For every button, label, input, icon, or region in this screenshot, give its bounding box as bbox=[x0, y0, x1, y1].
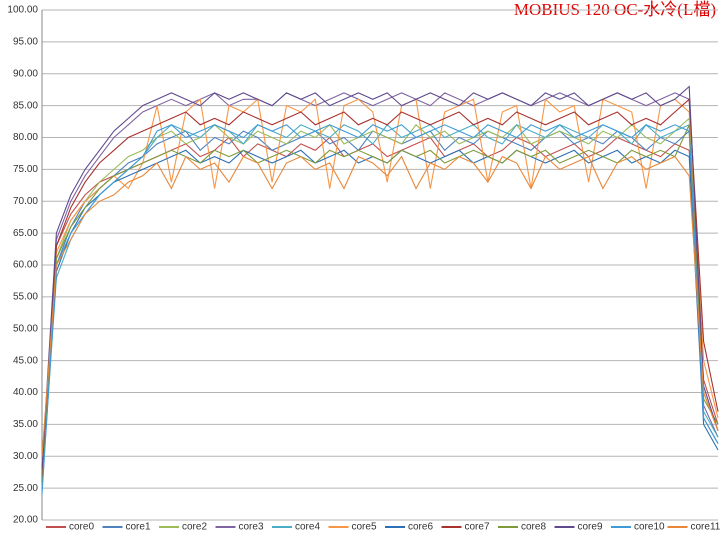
legend-label: core11 bbox=[691, 522, 720, 533]
y-tick-label: 55.00 bbox=[13, 292, 38, 303]
series-line bbox=[41, 124, 719, 489]
y-tick-label: 30.00 bbox=[13, 451, 38, 462]
legend-label: core1 bbox=[126, 522, 151, 533]
series-line bbox=[41, 98, 719, 482]
legend-label: core4 bbox=[295, 522, 320, 533]
y-tick-label: 70.00 bbox=[13, 196, 38, 207]
y-tick-label: 75.00 bbox=[13, 164, 38, 175]
y-tick-label: 65.00 bbox=[13, 228, 38, 239]
legend-label: core3 bbox=[239, 522, 264, 533]
y-tick-label: 90.00 bbox=[13, 68, 38, 79]
y-tick-label: 85.00 bbox=[13, 100, 38, 111]
y-tick-label: 25.00 bbox=[13, 483, 38, 494]
y-tick-label: 35.00 bbox=[13, 419, 38, 430]
y-tick-label: 60.00 bbox=[13, 260, 38, 271]
y-tick-label: 40.00 bbox=[13, 387, 38, 398]
legend-label: core7 bbox=[465, 522, 490, 533]
legend-label: core6 bbox=[408, 522, 433, 533]
chart-title: MOBIUS 120 OC-水冷(L檔) bbox=[514, 0, 716, 19]
legend-label: core9 bbox=[578, 522, 603, 533]
series-line bbox=[41, 124, 719, 495]
legend-label: core8 bbox=[521, 522, 546, 533]
y-tick-label: 100.00 bbox=[7, 5, 38, 16]
legend-label: core2 bbox=[182, 522, 207, 533]
y-tick-label: 80.00 bbox=[13, 132, 38, 143]
series-line bbox=[41, 85, 719, 470]
y-tick-label: 45.00 bbox=[13, 355, 38, 366]
legend-label: core10 bbox=[634, 522, 665, 533]
series-line bbox=[41, 155, 719, 457]
y-tick-label: 50.00 bbox=[13, 323, 38, 334]
series-line bbox=[41, 98, 719, 463]
legend-label: core5 bbox=[352, 522, 377, 533]
y-tick-label: 20.00 bbox=[13, 515, 38, 526]
legend-label: core0 bbox=[69, 522, 94, 533]
y-tick-label: 95.00 bbox=[13, 37, 38, 48]
